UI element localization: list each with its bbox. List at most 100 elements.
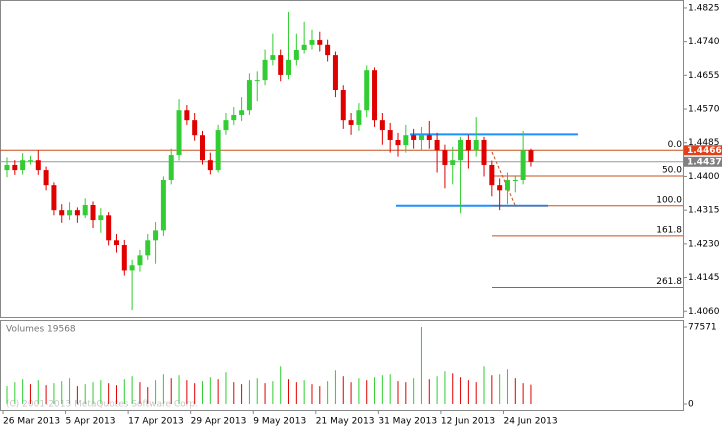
candle-body (387, 130, 393, 140)
price-tag (684, 156, 722, 167)
candle-body (473, 139, 479, 151)
y-tick-label: 1.4315 (688, 206, 720, 216)
candle-body (129, 265, 135, 271)
y-tick-label: 1.4060 (688, 307, 720, 317)
candle-body (497, 185, 503, 191)
candle-body (465, 139, 471, 151)
candle-body (309, 40, 315, 45)
y-tick-label: 1.4400 (688, 172, 720, 182)
x-tick-label: 29 Apr 2013 (191, 417, 247, 427)
candle-body (340, 90, 346, 121)
candle-body (231, 114, 237, 121)
candle-body (223, 120, 229, 131)
price-panel (0, 0, 684, 318)
candle-body (153, 230, 159, 241)
candle-body (200, 135, 205, 161)
x-tick-label: 24 Jun 2013 (503, 417, 557, 427)
y-tick-label: 1.4825 (688, 3, 720, 13)
x-tick-label: 26 Mar 2013 (3, 417, 60, 427)
candle-body (278, 55, 284, 75)
x-tick-label: 31 May 2013 (378, 417, 437, 427)
candle-body (426, 135, 432, 140)
candle-body (27, 160, 33, 162)
candle-body (207, 160, 213, 171)
price-tag-label: 1.4466 (687, 146, 722, 156)
x-tick-label: 5 Apr 2013 (66, 417, 116, 427)
candle-body (176, 110, 182, 156)
candle-body (145, 240, 151, 256)
volume-tick-label: 0 (688, 400, 694, 410)
y-tick-label: 1.4145 (688, 273, 720, 283)
candle-body (67, 210, 73, 216)
candle-body (379, 120, 385, 131)
volume-panel (0, 320, 684, 411)
fibo-label: 261.8 (656, 277, 682, 287)
candle-body (395, 139, 401, 146)
candle-body (403, 135, 409, 146)
candle-body (270, 55, 276, 60)
price-tag-label: 1.4437 (687, 157, 722, 167)
volume-title: Volumes 19568 (6, 325, 76, 335)
volume-tick-label: 77571 (688, 323, 717, 333)
candle-body (332, 55, 338, 91)
candle-body (168, 155, 174, 181)
candle-body (481, 139, 487, 165)
x-tick-label: 17 Apr 2013 (128, 417, 184, 427)
candle-body (372, 70, 378, 121)
candle-body (43, 170, 49, 186)
fibo-label: 161.8 (656, 225, 682, 235)
candle-body (411, 135, 417, 140)
candle-body (59, 210, 65, 216)
price-tag (684, 145, 722, 156)
candle-body (98, 215, 104, 221)
fibo-label: 0.0 (668, 140, 683, 150)
y-tick-label: 1.4570 (688, 105, 720, 115)
y-tick-label: 1.4655 (688, 71, 720, 81)
candle-body (90, 204, 96, 221)
candle-body (254, 80, 260, 82)
candle-body (301, 44, 307, 50)
candle-body (458, 139, 464, 161)
candle-body (504, 180, 510, 191)
candle-body (4, 164, 10, 171)
candle-body (348, 120, 354, 125)
candle-body (160, 180, 166, 231)
candle-body (113, 240, 119, 246)
candle-body (364, 70, 370, 111)
y-tick-label: 1.4230 (688, 239, 720, 249)
candle-body (20, 160, 26, 171)
y-tick-label: 1.4740 (688, 37, 720, 47)
candle-body (450, 160, 456, 165)
x-tick-label: 12 Jun 2013 (441, 417, 495, 427)
candle-body (215, 130, 221, 171)
candle-body (442, 150, 448, 165)
candle-body (317, 40, 323, 45)
candle-body (192, 120, 198, 136)
candle-body (106, 215, 112, 241)
candle-body (286, 59, 292, 75)
candle-body (520, 150, 526, 181)
candle-body (356, 110, 362, 125)
x-tick-label: 21 May 2013 (316, 417, 375, 427)
y-tick-label: 1.4485 (688, 138, 720, 148)
candle-body (12, 164, 18, 171)
candle-body (418, 135, 424, 140)
candle-body (121, 245, 127, 271)
candle-body (262, 59, 268, 81)
candle-body (246, 80, 252, 111)
candle-body (512, 180, 518, 182)
candle-body (35, 160, 41, 171)
candle-body (239, 110, 245, 115)
candle-body (82, 204, 88, 216)
candle-body (434, 139, 440, 151)
copyright: (C) 2001-2013 MetaQuotes Software Corp. (6, 400, 198, 410)
candle-body (51, 185, 57, 211)
candle-body (137, 255, 143, 266)
candle-body (489, 164, 495, 186)
candle-body (528, 150, 534, 162)
candle-body (184, 110, 190, 121)
fibo-label: 100.0 (656, 195, 682, 205)
x-tick-label: 9 May 2013 (253, 417, 306, 427)
candle-body (74, 210, 80, 216)
